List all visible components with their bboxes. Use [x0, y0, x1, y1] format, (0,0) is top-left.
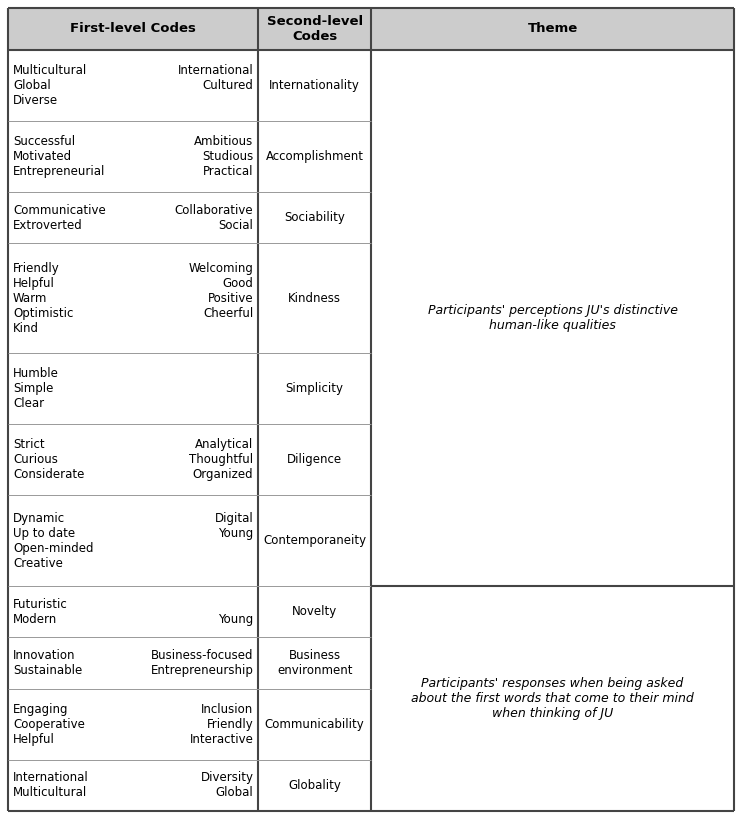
Text: Novelty: Novelty — [292, 605, 338, 618]
Text: Globality: Globality — [289, 779, 341, 792]
Text: Business-focused
Entrepreneurship: Business-focused Entrepreneurship — [151, 649, 254, 677]
Text: Ambitious
Studious
Practical: Ambitious Studious Practical — [194, 135, 254, 178]
Bar — [8, 8, 734, 50]
Text: Futuristic
Modern: Futuristic Modern — [13, 598, 68, 626]
Text: Internationality: Internationality — [269, 79, 360, 92]
Text: Communicability: Communicability — [265, 717, 364, 731]
Text: Second-level
Codes: Second-level Codes — [266, 15, 363, 43]
Text: Communicative
Extroverted: Communicative Extroverted — [13, 204, 106, 232]
Text: Engaging
Cooperative
Helpful: Engaging Cooperative Helpful — [13, 703, 85, 745]
Text: Diligence: Diligence — [287, 454, 342, 466]
Text: Collaborative
Social: Collaborative Social — [175, 204, 254, 232]
Text: Participants' responses when being asked
about the first words that come to thei: Participants' responses when being asked… — [411, 677, 694, 720]
Text: Sociability: Sociability — [284, 211, 345, 224]
Text: Welcoming
Good
Positive
Cheerful: Welcoming Good Positive Cheerful — [188, 262, 254, 335]
Text: Kindness: Kindness — [288, 292, 341, 305]
Text: First-level Codes: First-level Codes — [70, 22, 196, 35]
Text: Participants' perceptions JU's distinctive
human-like qualities: Participants' perceptions JU's distincti… — [427, 304, 677, 332]
Text: Business
environment: Business environment — [277, 649, 352, 677]
Text: Dynamic
Up to date
Open-minded
Creative: Dynamic Up to date Open-minded Creative — [13, 512, 93, 569]
Text: Friendly
Helpful
Warm
Optimistic
Kind: Friendly Helpful Warm Optimistic Kind — [13, 262, 73, 335]
Text: International
Multicultural: International Multicultural — [13, 771, 89, 799]
Text: Accomplishment: Accomplishment — [266, 150, 364, 163]
Text: Successful
Motivated
Entrepreneurial: Successful Motivated Entrepreneurial — [13, 135, 105, 178]
Text: Contemporaneity: Contemporaneity — [263, 534, 367, 547]
Text: Theme: Theme — [528, 22, 577, 35]
Text: Young: Young — [218, 598, 254, 626]
Text: Analytical
Thoughtful
Organized: Analytical Thoughtful Organized — [189, 438, 254, 482]
Text: Innovation
Sustainable: Innovation Sustainable — [13, 649, 82, 677]
Text: International
Cultured: International Cultured — [178, 64, 254, 107]
Text: Multicultural
Global
Diverse: Multicultural Global Diverse — [13, 64, 88, 107]
Text: Digital
Young: Digital Young — [214, 512, 254, 569]
Text: Inclusion
Friendly
Interactive: Inclusion Friendly Interactive — [190, 703, 254, 745]
Text: Diversity
Global: Diversity Global — [200, 771, 254, 799]
Text: Simplicity: Simplicity — [286, 382, 344, 396]
Text: Humble
Simple
Clear: Humble Simple Clear — [13, 368, 59, 410]
Text: Strict
Curious
Considerate: Strict Curious Considerate — [13, 438, 85, 482]
